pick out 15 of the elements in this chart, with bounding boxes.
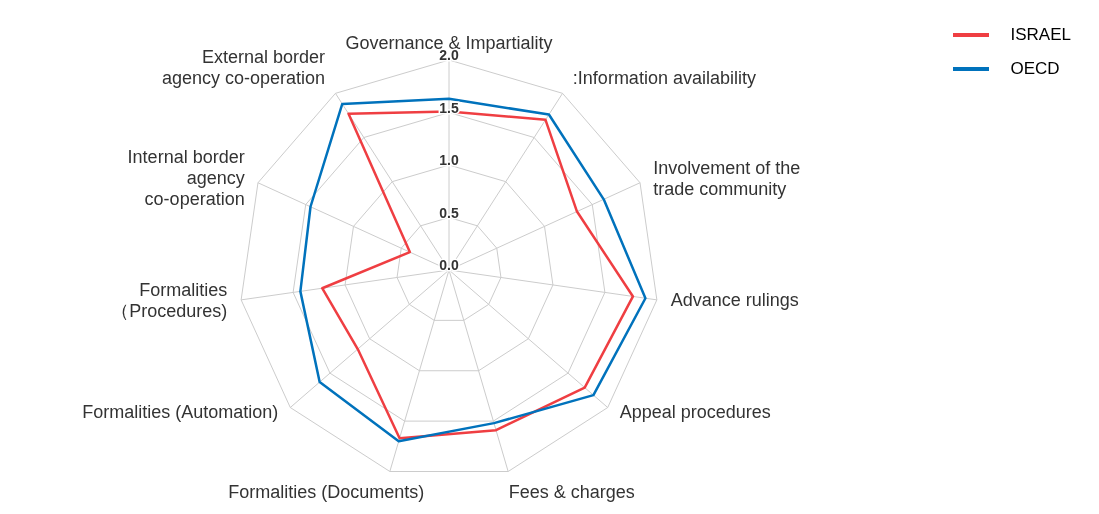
spoke-label: :Information availability [572,67,756,88]
y-tick-label: 0.0 [439,257,459,273]
spoke-label: Advance rulings [670,289,799,310]
y-tick-label: 1.0 [439,152,459,168]
spoke-label: Involvement of the trade community [653,157,801,199]
y-tick-label: 0.5 [439,204,459,221]
spoke-label: Appeal procedures [619,401,771,422]
spoke-label: Formalities (Documents) [228,481,425,502]
spoke-label: Formalities (Automation) [82,401,279,422]
spoke-label: Fees & charges [508,481,635,502]
spoke-label: Internal border agency co-operation [127,147,245,210]
spoke-label: Formalities （Procedures) [111,279,228,321]
spoke-label: External border agency co-operation [162,46,326,88]
legend-label: OECD [1010,59,1060,79]
legend-label: ISRAEL [1010,25,1071,45]
